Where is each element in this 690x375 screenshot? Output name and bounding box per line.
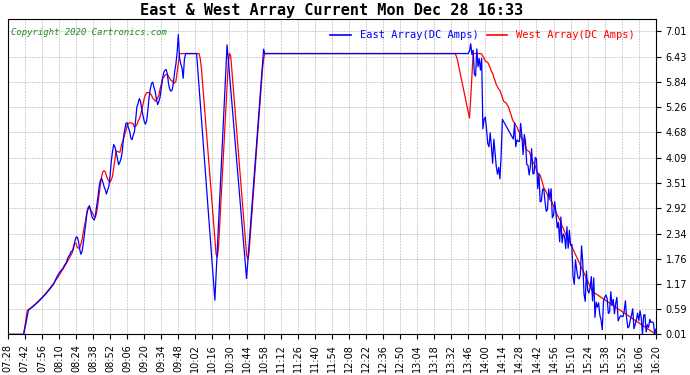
Legend: East Array(DC Amps), West Array(DC Amps): East Array(DC Amps), West Array(DC Amps) — [327, 27, 638, 44]
Title: East & West Array Current Mon Dec 28 16:33: East & West Array Current Mon Dec 28 16:… — [140, 3, 524, 18]
Text: Copyright 2020 Cartronics.com: Copyright 2020 Cartronics.com — [11, 28, 167, 38]
